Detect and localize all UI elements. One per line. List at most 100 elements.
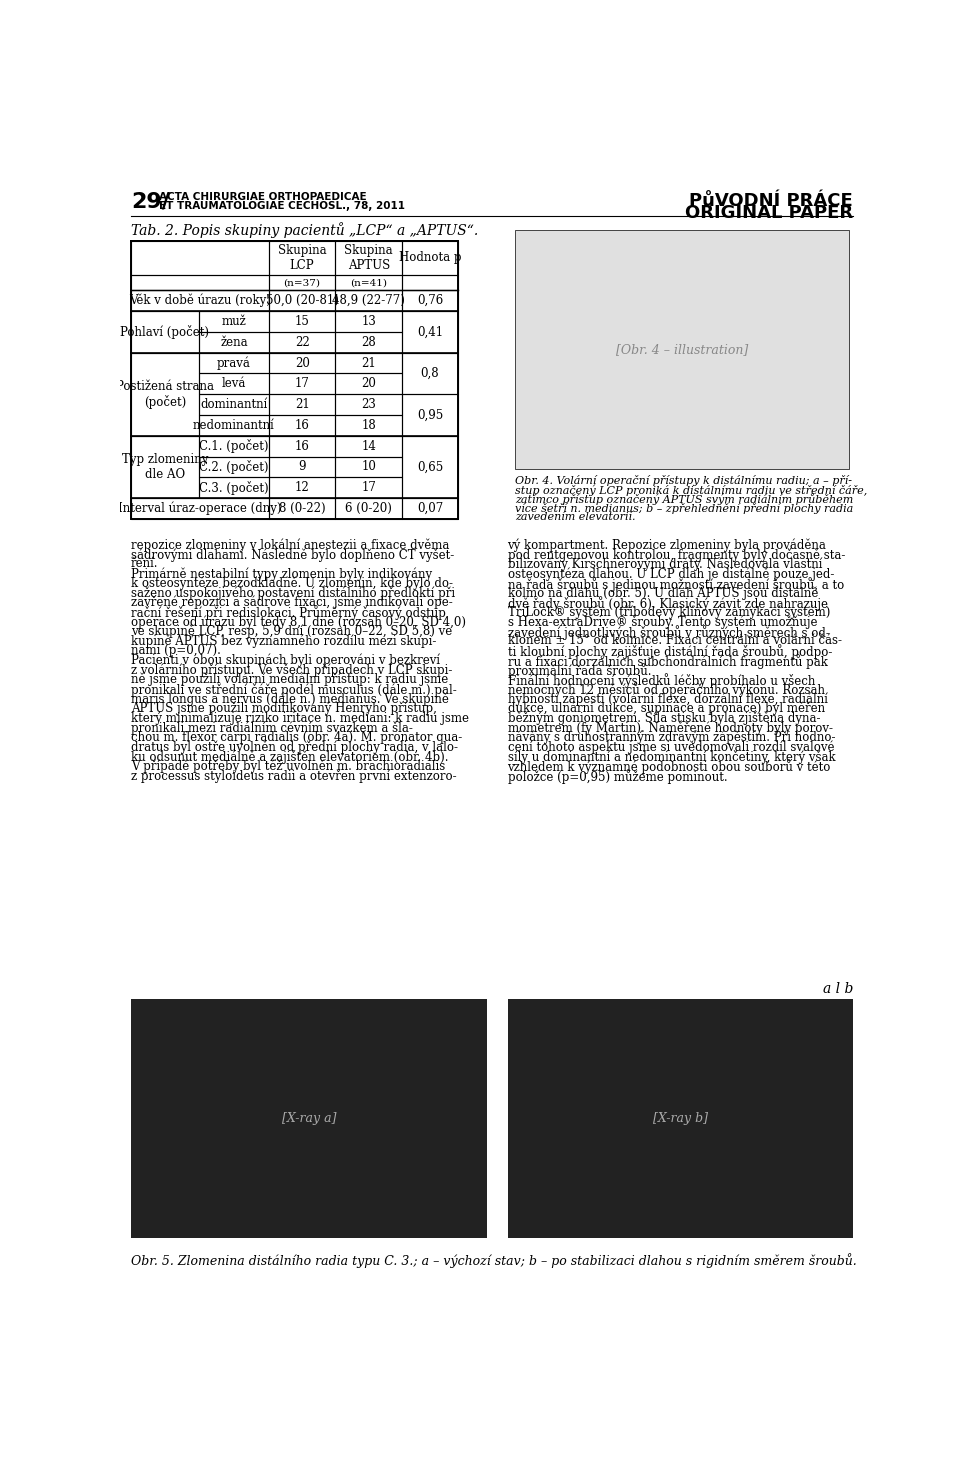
Text: zavedením elevatorií.: zavedením elevatorií. (516, 511, 636, 522)
Text: 16: 16 (295, 419, 309, 431)
Bar (269, 242, 335, 274)
Bar (335, 274, 402, 290)
Text: rační řešení při redislokaci. Průměrný časový odstup: rační řešení při redislokaci. Průměrný č… (131, 606, 445, 621)
Bar (402, 394, 458, 436)
Text: z processus styloideus radii a otevřen první extenzoro-: z processus styloideus radii a otevřen p… (131, 769, 456, 782)
Text: maris longus a nervus (dále n.) medianus. Ve skupině: maris longus a nervus (dále n.) medianus… (131, 692, 448, 705)
Text: 0,8: 0,8 (420, 368, 440, 379)
Bar (269, 373, 335, 394)
Text: z volárního přístupu. Ve všech případech v LCP skupi-: z volárního přístupu. Ve všech případech… (131, 664, 452, 677)
Bar (199, 332, 269, 353)
Bar (269, 498, 335, 519)
Text: Hodnota p: Hodnota p (398, 252, 461, 264)
Text: ření.: ření. (131, 557, 158, 571)
Text: 50,0 (20-81): 50,0 (20-81) (266, 293, 339, 307)
Text: dratus byl ostře uvolněn od přední plochy radia, v lalo-: dratus byl ostře uvolněn od přední ploch… (131, 741, 458, 754)
Text: 17: 17 (361, 482, 376, 495)
Text: hybnosti zápěstí (volární flexe, dorzální flexe, radiální: hybnosti zápěstí (volární flexe, dorzáln… (508, 692, 828, 705)
Text: (n=37): (n=37) (283, 279, 321, 288)
Text: Věk v době úrazu (roky): Věk v době úrazu (roky) (129, 293, 271, 307)
Bar (402, 311, 458, 353)
Bar (335, 415, 402, 436)
Bar (335, 242, 402, 274)
Text: běžným goniometrem. Síla stisku byla zjištěna dyna-: běžným goniometrem. Síla stisku byla zji… (508, 711, 820, 726)
Text: [Obr. 4 – illustration]: [Obr. 4 – illustration] (615, 342, 748, 356)
Text: dominantní: dominantní (201, 399, 268, 411)
Text: ve skupině LCP, resp. 5,9 dní (rozsah 0–22, SD 5,8) ve: ve skupině LCP, resp. 5,9 dní (rozsah 0–… (131, 625, 452, 639)
Text: ACTA CHIRURGIAE ORTHOPAEDICAE: ACTA CHIRURGIAE ORTHOPAEDICAE (158, 191, 367, 202)
Text: na řada šroubů s jedinou možností zavedení šroubů, a to: na řada šroubů s jedinou možností zavede… (508, 576, 844, 591)
Bar (269, 415, 335, 436)
Text: 28: 28 (361, 336, 376, 348)
Text: cení tohoto aspektu jsme si uvědomovali rozdíl svalové: cení tohoto aspektu jsme si uvědomovali … (508, 741, 834, 754)
Text: V případě potřeby byl též uvolněn m. brachioradialis: V případě potřeby byl též uvolněn m. bra… (131, 760, 445, 774)
Text: 20: 20 (295, 357, 309, 369)
Text: Skupina
LCP: Skupina LCP (277, 245, 326, 271)
Text: osteosyntéza dlahou. U LCP dlah je distálně pouze jed-: osteosyntéza dlahou. U LCP dlah je distá… (508, 568, 834, 581)
Text: 21: 21 (361, 357, 376, 369)
Bar (269, 274, 335, 290)
Text: zatímco přístup označený APTUS svým radiálním průběhem: zatímco přístup označený APTUS svým radi… (516, 494, 853, 505)
Bar (335, 436, 402, 456)
Bar (335, 353, 402, 373)
Text: pronikali mezi radiálním cévním svazkem a šla-: pronikali mezi radiálním cévním svazkem … (131, 722, 413, 735)
Text: operace od úrazu byl tedy 8,1 dne (rozsah 0–20, SD 4,0): operace od úrazu byl tedy 8,1 dne (rozsa… (131, 615, 466, 628)
Text: návány s druhostranným zdravým zápěstím. Při hodno-: návány s druhostranným zdravým zápěstím.… (508, 731, 835, 744)
Bar (269, 290, 335, 311)
Text: C.2. (počet): C.2. (počet) (199, 459, 269, 474)
Text: 20: 20 (361, 378, 376, 390)
Text: kolmo na dlahu (obr. 5). U dlah APTUS jsou distálně: kolmo na dlahu (obr. 5). U dlah APTUS js… (508, 587, 818, 600)
Text: 9: 9 (299, 461, 306, 473)
Bar (402, 436, 458, 498)
Text: (n=41): (n=41) (350, 279, 387, 288)
Text: dvě řady šroubů (obr. 6). Klasický závit zde nahrazuje: dvě řady šroubů (obr. 6). Klasický závit… (508, 596, 828, 611)
Bar (199, 353, 269, 373)
Text: nemocných 12 měsíců od operačního výkonu. Rozsah: nemocných 12 měsíců od operačního výkonu… (508, 683, 825, 698)
Text: k osteosyntéze bezodkladně. U zlomenin, kde bylo do-: k osteosyntéze bezodkladně. U zlomenin, … (131, 576, 453, 590)
Text: chou m. flexor carpi radialis (obr. 4a). M. pronator qua-: chou m. flexor carpi radialis (obr. 4a).… (131, 731, 462, 744)
Text: Postižená strana
(počet): Postižená strana (počet) (116, 379, 214, 409)
Bar (335, 373, 402, 394)
Bar (402, 274, 458, 290)
Text: PůVODNÍ PRÁCE: PůVODNÍ PRÁCE (689, 191, 853, 209)
Text: stup označený LCP proniká k distálnímu radiu ve střední čáře,: stup označený LCP proniká k distálnímu r… (516, 485, 868, 496)
Bar (199, 477, 269, 498)
Text: [X-ray b]: [X-ray b] (653, 1113, 708, 1125)
Bar (199, 373, 269, 394)
Text: 21: 21 (295, 399, 309, 411)
Bar (335, 477, 402, 498)
Text: Obr. 5. Zlomenina distálního radia typu C. 3.; a – výchozí stav; b – po stabiliz: Obr. 5. Zlomenina distálního radia typu … (131, 1254, 856, 1269)
Text: 16: 16 (295, 440, 309, 452)
Text: zavedení jednotlivých šroubů v různých směrech s od-: zavedení jednotlivých šroubů v různých s… (508, 625, 829, 640)
Text: Primárně nestabilní typy zlomenin byly indikovány: Primárně nestabilní typy zlomenin byly i… (131, 568, 432, 581)
Text: pronikali ve střední čáře podél musculus (dále m.) pal-: pronikali ve střední čáře podél musculus… (131, 683, 457, 697)
Bar (335, 394, 402, 415)
Text: 17: 17 (295, 378, 309, 390)
Text: Skupina
APTUS: Skupina APTUS (345, 245, 393, 271)
Text: APTUS jsme použili modifikovaný Henryho přístup,: APTUS jsme použili modifikovaný Henryho … (131, 702, 437, 716)
Text: 14: 14 (361, 440, 376, 452)
Text: 0,76: 0,76 (417, 293, 444, 307)
Bar (131, 498, 269, 519)
Text: 12: 12 (295, 482, 309, 495)
Text: nami (p=0,07).: nami (p=0,07). (131, 645, 221, 657)
Text: dukce, ulnární dukce, supinace a pronace) byl měřen: dukce, ulnární dukce, supinace a pronace… (508, 702, 825, 716)
Text: 6 (0-20): 6 (0-20) (346, 502, 393, 516)
Text: s Hexa-extraDrive® šrouby. Tento systém umožňuje: s Hexa-extraDrive® šrouby. Tento systém … (508, 615, 817, 630)
Text: položce (p=0,95) můžeme pominout.: položce (p=0,95) můžeme pominout. (508, 769, 727, 784)
Text: vzhledem k významné podobnosti obou souborů v této: vzhledem k významné podobnosti obou soub… (508, 760, 830, 775)
Bar (335, 311, 402, 332)
Text: 8 (0-22): 8 (0-22) (278, 502, 325, 516)
Text: muž: muž (222, 316, 247, 328)
Text: který minimalizuje riziko iritace n. mediani: k radiu jsme: který minimalizuje riziko iritace n. med… (131, 711, 468, 725)
Text: ku odsunut mediálně a zajištěn elevatoriem (obr. 4b).: ku odsunut mediálně a zajištěn elevatori… (131, 750, 448, 763)
Bar (402, 353, 458, 394)
Bar (131, 242, 458, 519)
Text: 13: 13 (361, 316, 376, 328)
Bar (269, 477, 335, 498)
Bar (131, 311, 199, 353)
Text: nedominantní: nedominantní (193, 419, 275, 431)
Text: pod rentgenovou kontrolou, fragmenty byly dočasně sta-: pod rentgenovou kontrolou, fragmenty byl… (508, 548, 845, 562)
Text: 18: 18 (361, 419, 376, 431)
Text: zavřené repozici a sádrové fixaci, jsme indikovali ope-: zavřené repozici a sádrové fixaci, jsme … (131, 596, 452, 609)
